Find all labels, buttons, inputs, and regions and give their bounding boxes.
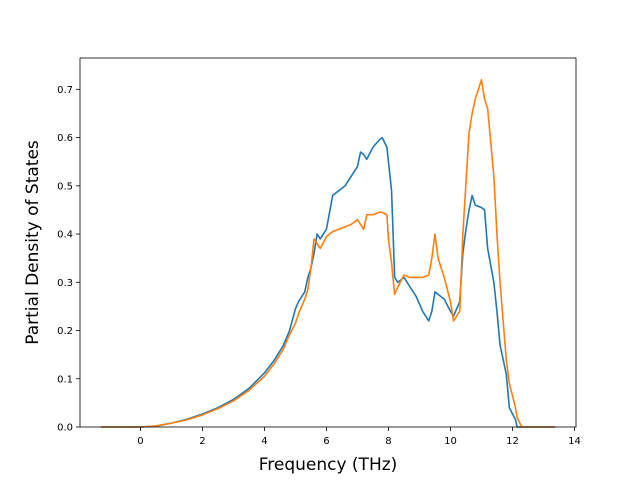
y-tick-label: 0.1 <box>57 374 73 385</box>
x-tick-label: 10 <box>444 436 457 447</box>
x-tick-label: 12 <box>506 436 519 447</box>
x-ticks: 0 2 4 6 8 10 12 14 <box>137 427 581 447</box>
plot-frame <box>79 57 577 428</box>
y-tick-label: 0.5 <box>57 181 73 192</box>
y-ticks: 0.0 0.1 0.2 0.3 0.4 0.5 0.6 0.7 <box>57 85 80 434</box>
plot-area-background <box>80 58 576 427</box>
x-tick-label: 6 <box>323 436 329 447</box>
series-line-2 <box>100 78 556 428</box>
y-tick-label: 0.4 <box>57 230 73 241</box>
x-tick-label: 4 <box>261 436 267 447</box>
y-tick-label: 0.7 <box>57 85 73 96</box>
x-tick-label: 0 <box>137 436 143 447</box>
x-tick-label: 14 <box>568 436 581 447</box>
series-line-1 <box>100 136 556 428</box>
y-tick-label: 0.2 <box>57 326 73 337</box>
y-tick-label: 0.6 <box>57 133 73 144</box>
x-tick-label: 8 <box>385 436 391 447</box>
x-tick-label: 2 <box>199 436 205 447</box>
y-axis-label: Partial Density of States <box>23 140 43 345</box>
x-axis-label: Frequency (THz) <box>259 455 398 475</box>
y-tick-label: 0.0 <box>57 423 73 434</box>
y-tick-label: 0.3 <box>57 278 73 289</box>
series-layer <box>100 78 556 428</box>
